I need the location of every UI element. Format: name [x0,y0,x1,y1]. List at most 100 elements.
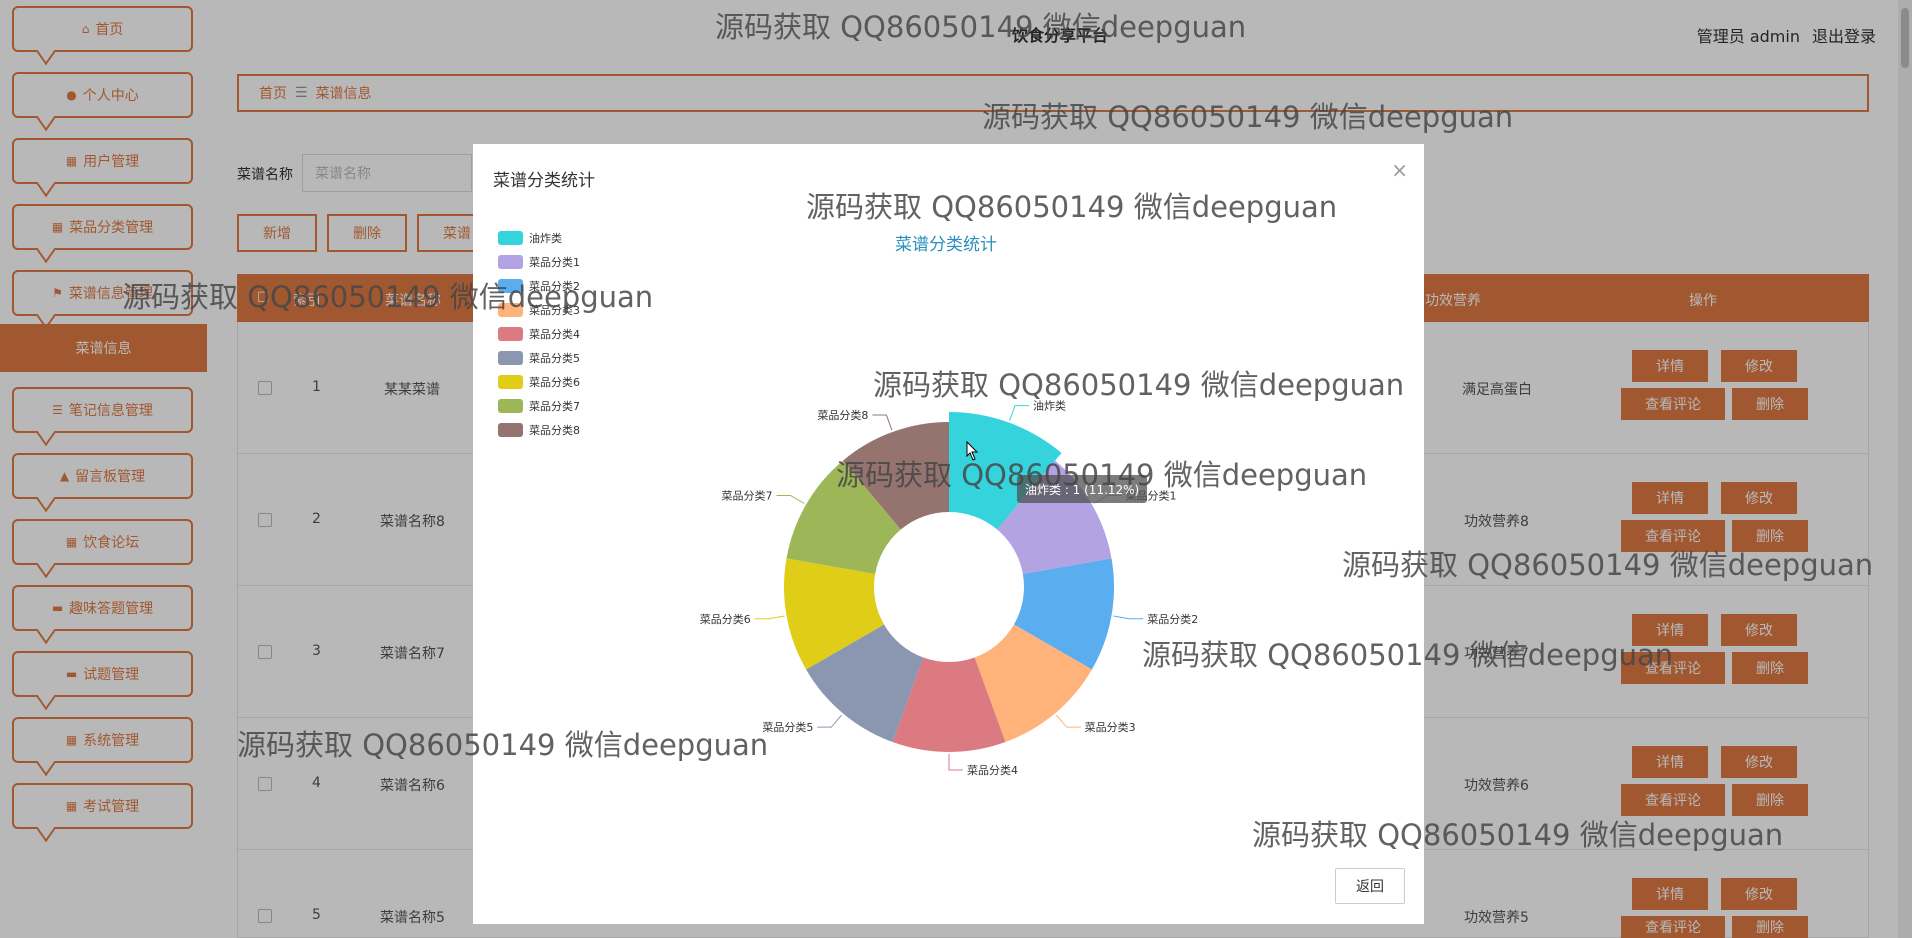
legend-item[interactable]: 菜品分类6 [498,374,580,390]
label-line [1009,405,1030,421]
comments-button[interactable]: 查看评论 [1621,916,1725,938]
row-delete-button[interactable]: 删除 [1732,652,1808,684]
pie-slice[interactable] [892,657,1006,752]
comments-button[interactable]: 查看评论 [1621,388,1725,420]
detail-button[interactable]: 详情 [1632,614,1708,646]
row-checkbox[interactable] [258,381,272,395]
header-index: 索引 [293,293,321,309]
sidebar-item-system[interactable]: ▦ 系统管理 [12,717,193,763]
chart-title: 菜谱分类统计 [895,235,997,255]
legend-item[interactable]: 菜品分类2 [498,278,580,294]
sidebar-item-recipe[interactable]: ⚑ 菜谱信息管理 [12,270,193,316]
detail-button[interactable]: 详情 [1632,878,1708,910]
page-scrollbar[interactable] [1898,0,1912,938]
stats-modal: 菜谱分类统计 × 油炸类菜品分类1 菜品分类2 菜品分类3 菜品分类4 菜品分类5 菜品分… [473,144,1424,924]
slice-label: 菜品分类6 [700,612,751,626]
pie-slice[interactable] [949,412,1062,530]
pie-slice[interactable] [1013,558,1114,670]
detail-button[interactable]: 详情 [1632,746,1708,778]
sidebar-item-quiz[interactable]: ▬ 趣味答题管理 [12,585,193,631]
logout-link[interactable]: 退出登录 [1811,27,1876,46]
grid-icon: ▦ [65,535,78,549]
detail-button[interactable]: 详情 [1632,482,1708,514]
edit-button[interactable]: 修改 [1721,482,1797,514]
row-index: 4 [312,775,321,791]
row-delete-button[interactable]: 删除 [1732,388,1808,420]
row-checkbox[interactable] [258,645,272,659]
edit-button[interactable]: 修改 [1721,350,1797,382]
legend-item[interactable]: 菜品分类7 [498,398,580,414]
legend-swatch [498,231,523,245]
legend-item[interactable]: 菜品分类8 [498,422,580,438]
row-nutrition: 功效营养7 [1464,646,1529,662]
search-input[interactable]: 菜谱名称 [302,154,472,192]
watermark-text: 源码获取 QQ86050149 微信deepguan [873,368,1405,402]
sidebar-item-home[interactable]: ⌂ 首页 [12,6,193,52]
grid-icon: ▦ [51,220,64,234]
user-area: 管理员 admin 退出登录 [1685,23,1876,47]
search-label: 菜谱名称 [237,167,293,183]
header-name: 菜谱名称 [385,293,441,309]
breadcrumb-home[interactable]: 首页 [259,86,287,102]
pie-slice[interactable] [806,624,924,743]
sidebar-item-dish-category[interactable]: ▦ 菜品分类管理 [12,204,193,250]
row-index: 3 [312,643,321,659]
legend-item[interactable]: 油炸类 [498,230,562,246]
watermark-text: 源码获取 QQ86050149 微信deepguan [715,10,1247,44]
breadcrumb-separator: ☰ [295,85,308,101]
legend-item[interactable]: 菜品分类1 [498,254,580,270]
pie-slice[interactable] [842,422,949,530]
sidebar-item-users[interactable]: ▦ 用户管理 [12,138,193,184]
row-checkbox[interactable] [258,513,272,527]
sidebar-item-questions[interactable]: ▬ 试题管理 [12,651,193,697]
row-nutrition: 功效营养5 [1464,910,1529,926]
add-button[interactable]: 新增 [237,214,317,252]
edit-button[interactable]: 修改 [1721,746,1797,778]
row-delete-button[interactable]: 删除 [1732,916,1808,938]
watermark-text: 源码获取 QQ86050149 微信deepguan [982,100,1514,134]
pie-slice[interactable] [974,624,1092,743]
delete-button[interactable]: 删除 [327,214,407,252]
row-checkbox[interactable] [258,777,272,791]
watermark-text: 源码获取 QQ86050149 微信deepguan [836,458,1368,492]
sidebar-item-exam[interactable]: ▦ 考试管理 [12,783,193,829]
legend-swatch [498,327,523,341]
legend-label: 菜品分类6 [529,376,580,389]
row-index: 1 [312,379,321,395]
comments-button[interactable]: 查看评论 [1621,784,1725,816]
legend-item[interactable]: 菜品分类3 [498,302,580,318]
pie-slice[interactable] [786,460,901,574]
edit-button[interactable]: 修改 [1721,878,1797,910]
row-index: 5 [312,907,321,923]
legend-item[interactable]: 菜品分类5 [498,350,580,366]
select-all-checkbox[interactable]: ☐ [257,290,270,306]
edit-button[interactable]: 修改 [1721,614,1797,646]
app-title: 饮食分享平台 [1012,26,1109,45]
slice-label: 菜品分类8 [817,408,868,422]
row-delete-button[interactable]: 删除 [1732,520,1808,552]
legend-swatch [498,423,523,437]
sidebar-item-notes[interactable]: ☰ 笔记信息管理 [12,387,193,433]
close-icon[interactable]: × [1391,158,1408,182]
comments-button[interactable]: 查看评论 [1621,520,1725,552]
breadcrumb-current: 菜谱信息 [315,86,372,102]
sidebar-item-messages[interactable]: ▲ 留言板管理 [12,453,193,499]
back-button[interactable]: 返回 [1335,868,1405,904]
row-checkbox[interactable] [258,909,272,923]
sidebar-subitem-recipe-info[interactable]: 菜谱信息 [0,324,207,372]
user-label: 管理员 admin [1696,27,1800,46]
scrollbar-thumb[interactable] [1901,8,1909,68]
header-nutrition: 功效营养 [1425,293,1481,309]
legend-label: 菜品分类8 [529,424,580,437]
row-delete-button[interactable]: 删除 [1732,784,1808,816]
pie-slice[interactable] [997,460,1112,574]
sidebar-item-profile[interactable]: ● 个人中心 [12,72,193,118]
pie-slice[interactable] [784,558,885,670]
watermark-text: 源码获取 QQ86050149 微信deepguan [806,190,1338,224]
row-name: 菜谱名称5 [380,910,445,926]
legend-item[interactable]: 菜品分类4 [498,326,580,342]
sidebar-item-forum[interactable]: ▦ 饮食论坛 [12,519,193,565]
detail-button[interactable]: 详情 [1632,350,1708,382]
comments-button[interactable]: 查看评论 [1621,652,1725,684]
slice-label: 菜品分类4 [967,763,1018,777]
